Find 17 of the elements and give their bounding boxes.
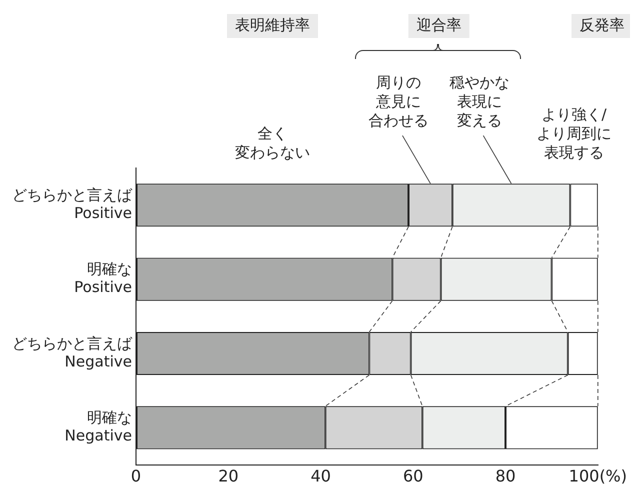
text: 周りの意見に合わせる (368, 74, 428, 130)
text: 迎合率 (416, 16, 462, 34)
x-tick-label: 0 (130, 466, 142, 486)
text: 表明維持率 (235, 16, 310, 34)
y-tick-label: 明確な Positive (74, 260, 132, 296)
x-tick-label: 60 (402, 466, 424, 486)
series-label: 全く変わらない (235, 124, 310, 162)
y-tick-label: どちらかと言えば Positive (12, 186, 133, 222)
text: 反発率 (580, 16, 625, 34)
y-tick-label: どちらかと言えば Negative (12, 334, 133, 370)
text: 穏やかな表現に変える (449, 74, 510, 130)
x-tick-label: 80 (495, 466, 516, 486)
x-tick-label: 40 (310, 466, 331, 486)
series-label: より強く/より周到に表現する (536, 106, 612, 162)
y-tick-label: 明確な Negative (64, 408, 132, 445)
x-tick-label: 20 (218, 466, 239, 486)
x-tick-label: 100(%) (568, 466, 628, 486)
